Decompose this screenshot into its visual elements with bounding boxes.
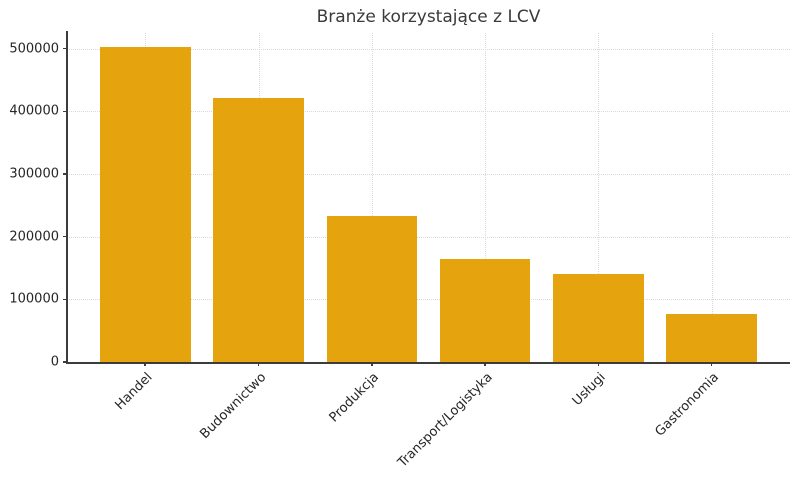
x-tick-mark: [144, 362, 146, 366]
y-tick-mark: [63, 298, 67, 301]
y-gridline: [67, 174, 790, 175]
x-tick-label: Gastronomia: [652, 370, 723, 440]
bar: [326, 215, 418, 362]
y-tick-mark: [63, 173, 67, 175]
y-gridline: [67, 299, 790, 301]
y-tick-mark: [63, 361, 67, 363]
bar: [99, 46, 191, 362]
x-tick-mark: [597, 362, 600, 366]
y-tick-label: 0: [50, 354, 59, 370]
bar: [439, 259, 531, 362]
x-gridline: [711, 33, 713, 362]
x-tick-label: Usługi: [570, 370, 610, 409]
bar: [553, 273, 644, 362]
x-tick-label: Handel: [112, 370, 156, 414]
y-tick-label: 500000: [9, 41, 59, 57]
y-tick-mark: [63, 110, 67, 113]
y-gridline: [67, 111, 790, 113]
x-gridline: [485, 33, 487, 362]
x-gridline: [598, 33, 600, 362]
x-tick-label: Produkcja: [327, 370, 383, 426]
y-tick-mark: [63, 47, 67, 50]
x-axis-spine: [66, 362, 790, 364]
y-gridline: [67, 48, 790, 50]
x-tick-label: Transport/Logistyka: [395, 370, 496, 471]
y-tick-label: 100000: [9, 291, 59, 307]
x-tick-mark: [371, 362, 373, 366]
x-tick-label: Budownictwo: [197, 370, 270, 442]
x-gridline: [371, 33, 373, 362]
y-gridline: [67, 236, 790, 238]
bar: [213, 98, 304, 362]
x-tick-mark: [257, 362, 260, 366]
y-tick-label: 300000: [9, 166, 59, 182]
bar: [666, 314, 758, 362]
y-tick-label: 200000: [9, 229, 59, 245]
chart-title: Branże korzystające z LCV: [316, 7, 541, 27]
x-tick-mark: [711, 362, 713, 366]
y-tick-mark: [63, 235, 67, 238]
y-tick-label: 400000: [9, 103, 59, 119]
y-axis-spine: [66, 31, 68, 362]
x-tick-mark: [484, 362, 486, 366]
